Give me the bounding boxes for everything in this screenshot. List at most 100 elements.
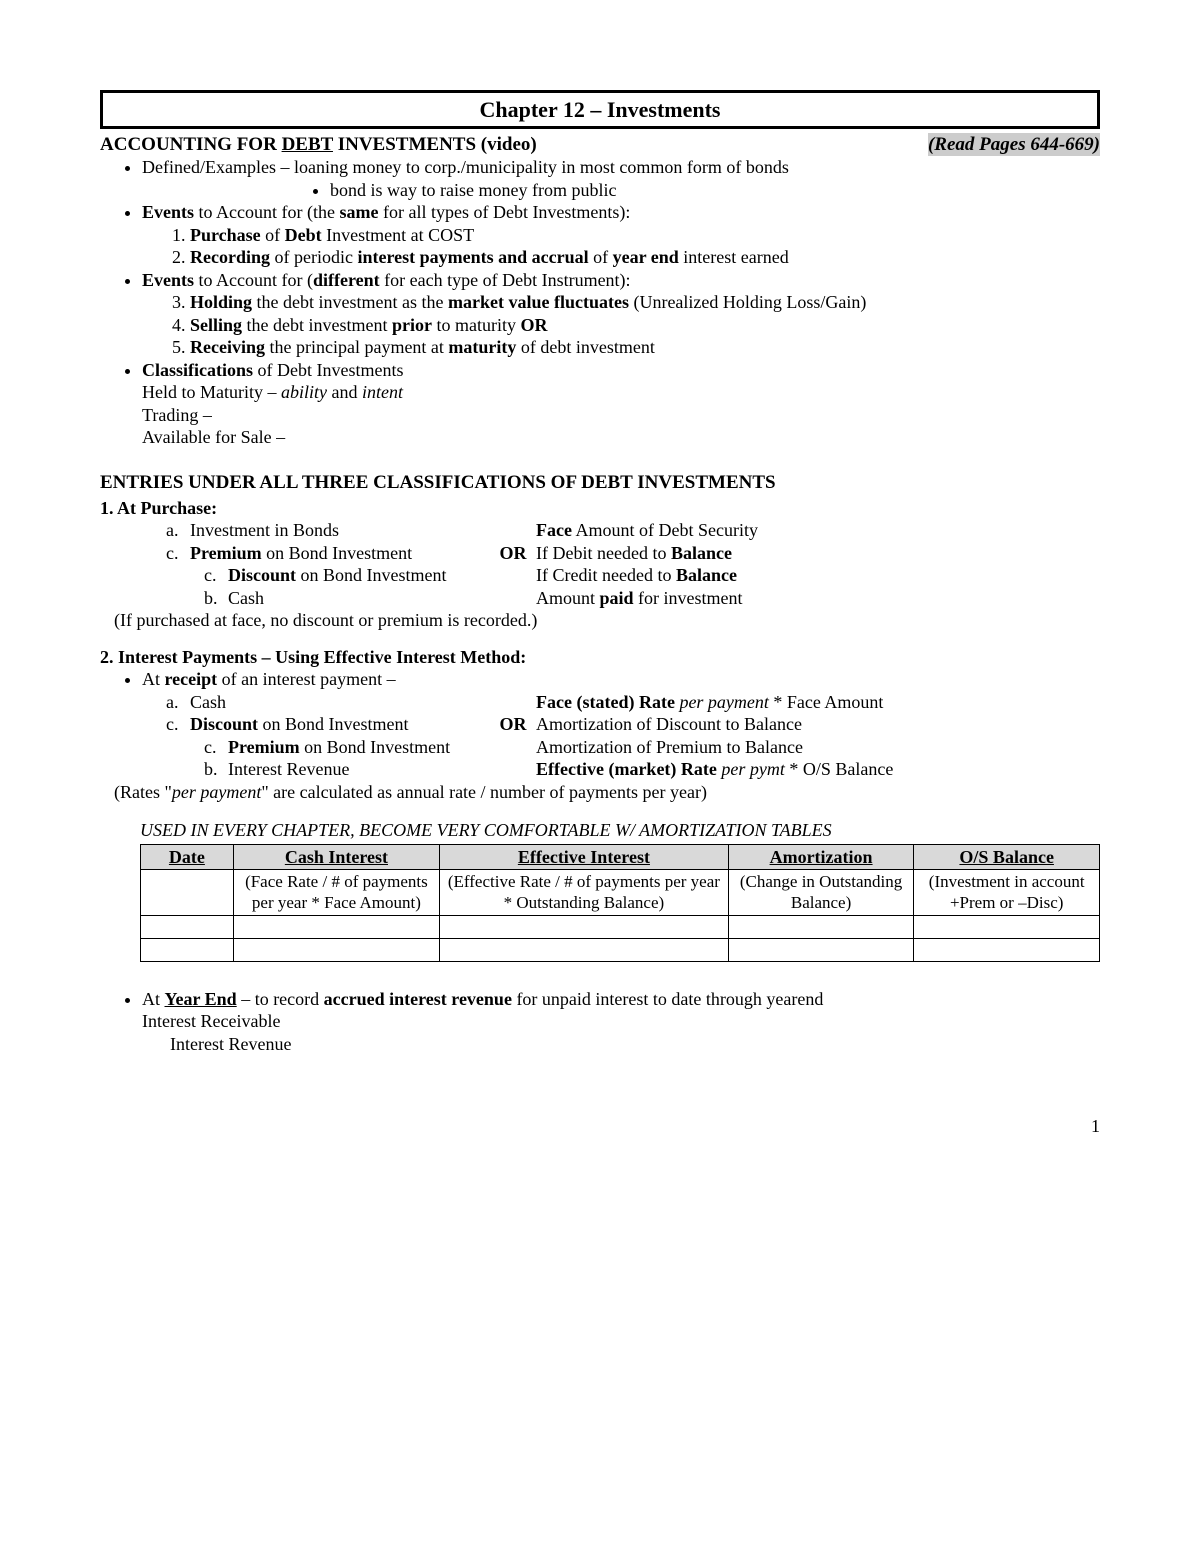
text: Balance [676, 565, 737, 585]
text: At [142, 669, 165, 689]
defined-subitem: bond is way to raise money from public [330, 179, 1100, 202]
text: to maturity [432, 315, 521, 335]
text: OR [520, 315, 547, 335]
text: Face (stated) Rate [536, 692, 675, 712]
text: on Bond Investment [258, 714, 409, 734]
text: interest earned [679, 247, 789, 267]
td-cash-detail: (Face Rate / # of payments per year * Fa… [233, 870, 439, 916]
purchase-paren: (If purchased at face, no discount or pr… [114, 609, 1100, 632]
or-label: OR [490, 542, 536, 565]
right-col: Amortization of Premium to Balance [536, 736, 1100, 759]
right-col: If Credit needed to Balance [536, 564, 1100, 587]
text: the debt investment as the [252, 292, 448, 312]
text: Purchase [190, 225, 261, 245]
text: Effective (market) Rate [536, 759, 717, 779]
entry-row: b. Interest Revenue Effective (market) R… [140, 758, 1100, 781]
text: Holding [190, 292, 252, 312]
amortization-table: Date Cash Interest Effective Interest Am… [140, 844, 1100, 962]
events-same-ol: Purchase of Debt Investment at COST Reco… [162, 224, 1100, 269]
td-amort-detail: (Change in Outstanding Balance) [728, 870, 914, 916]
text: Events [142, 270, 194, 290]
heading-underline: DEBT [282, 134, 333, 155]
entry-row: a. Cash Face (stated) Rate per payment *… [140, 691, 1100, 714]
text: Investment at COST [322, 225, 474, 245]
text: and [327, 382, 362, 402]
text: of [589, 247, 613, 267]
text: of debt investment [516, 337, 654, 357]
text: Discount [228, 565, 296, 585]
htm-line: Held to Maturity – ability and intent [142, 381, 1100, 404]
text: interest payments and accrual [357, 247, 588, 267]
right-col: Amount paid for investment [536, 587, 1100, 610]
text: Receiving [190, 337, 265, 357]
text: If Credit needed to [536, 565, 676, 585]
th-balance: O/S Balance [914, 844, 1100, 870]
yearend-item: At Year End – to record accrued interest… [142, 988, 1100, 1056]
list-item: Receiving the principal payment at matur… [190, 336, 1100, 359]
text: of periodic [270, 247, 357, 267]
text: of Debt Investments [253, 360, 403, 380]
events-diff-item: Events to Account for (different for eac… [142, 269, 1100, 359]
purchase-title: 1. At Purchase: [100, 497, 1100, 520]
th-amort: Amortization [728, 844, 914, 870]
entry-row: c. Premium on Bond Investment OR If Debi… [140, 542, 1100, 565]
table-detail-row: (Face Rate / # of payments per year * Fa… [141, 870, 1100, 916]
table-row [141, 915, 1100, 938]
text: ability [281, 382, 327, 402]
list-item: Recording of periodic interest payments … [190, 246, 1100, 269]
entry-row: b. Cash Amount paid for investment [140, 587, 1100, 610]
label: a. [166, 691, 190, 714]
text: per payment [675, 692, 769, 712]
text: on Bond Investment [300, 737, 451, 757]
text: Premium [190, 543, 262, 563]
text: Balance [671, 543, 732, 563]
label: c. [166, 542, 190, 565]
text: market value fluctuates [448, 292, 629, 312]
text: (Rates " [114, 782, 172, 802]
entries-heading: ENTRIES UNDER ALL THREE CLASSIFICATIONS … [100, 471, 1100, 495]
list-item: Selling the debt investment prior to mat… [190, 314, 1100, 337]
text: Events [142, 202, 194, 222]
label: b. [204, 587, 228, 610]
entry-row: c. Discount on Bond Investment OR Amorti… [140, 713, 1100, 736]
text: intent [362, 382, 403, 402]
afs-line: Available for Sale – [142, 426, 1100, 449]
events-same-list: Events to Account for (the same for all … [112, 201, 1100, 269]
text: Year End [165, 989, 237, 1009]
text: Selling [190, 315, 242, 335]
text: the debt investment [242, 315, 392, 335]
entry-row: c. Premium on Bond Investment Amortizati… [140, 736, 1100, 759]
text: maturity [448, 337, 516, 357]
label: c. [204, 564, 228, 587]
left-col: Discount on Bond Investment [190, 713, 490, 736]
heading-post: INVESTMENTS (video) [333, 134, 537, 155]
text: on Bond Investment [262, 543, 413, 563]
td-effective-detail: (Effective Rate / # of payments per year… [440, 870, 729, 916]
right-col: Amortization of Discount to Balance [536, 713, 1100, 736]
text: – to record [237, 989, 324, 1009]
interest-title: 2. Interest Payments – Using Effective I… [100, 646, 1100, 669]
left-col: Premium on Bond Investment [190, 542, 490, 565]
text: Classifications [142, 360, 253, 380]
left-col: Cash [228, 587, 490, 610]
text: Discount [190, 714, 258, 734]
yearend-list: At Year End – to record accrued interest… [112, 988, 1100, 1056]
label: b. [204, 758, 228, 781]
entry-row: c. Discount on Bond Investment If Credit… [140, 564, 1100, 587]
text: Held to Maturity – [142, 382, 281, 402]
text: per pymt [717, 759, 785, 779]
text: If Debit needed to [536, 543, 671, 563]
yearend-l2: Interest Revenue [170, 1033, 1100, 1056]
text: of [261, 225, 285, 245]
events-diff-ol: Holding the debt investment as the marke… [162, 291, 1100, 359]
list-item: Holding the debt investment as the marke… [190, 291, 1100, 314]
right-col: If Debit needed to Balance [536, 542, 1100, 565]
text: * Face Amount [769, 692, 884, 712]
entry-row: a. Investment in Bonds Face Amount of De… [140, 519, 1100, 542]
rates-paren: (Rates "per payment" are calculated as a… [114, 781, 1100, 804]
text: accrued interest revenue [324, 989, 512, 1009]
right-col: Face Amount of Debt Security [536, 519, 1100, 542]
left-col: Investment in Bonds [190, 519, 490, 542]
interest-receipt-item: At receipt of an interest payment – [142, 668, 1100, 691]
text: different [313, 270, 380, 290]
